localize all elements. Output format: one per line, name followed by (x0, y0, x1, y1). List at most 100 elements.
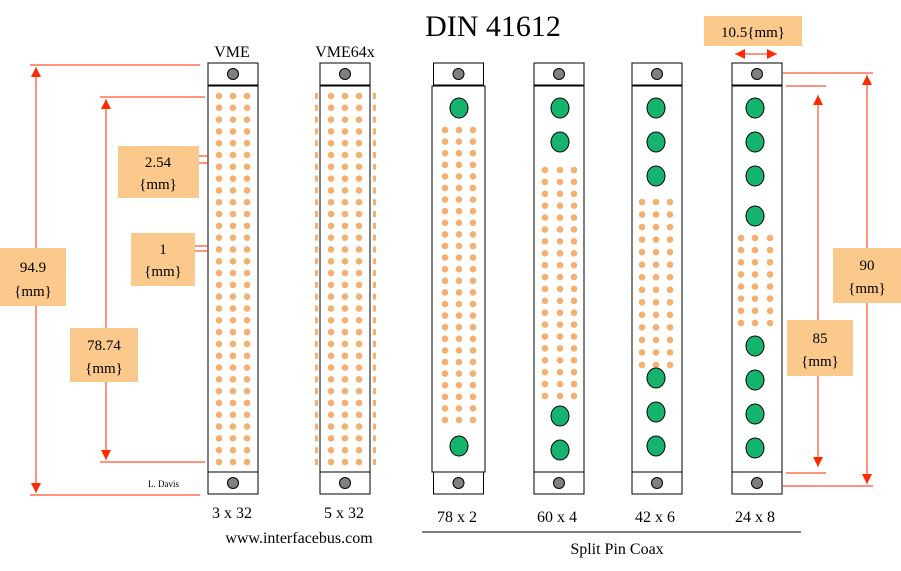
pin (327, 458, 335, 466)
pin (455, 184, 463, 192)
pin (229, 281, 237, 289)
pin (751, 234, 759, 242)
pin (469, 347, 477, 354)
pin (315, 293, 318, 300)
pin (541, 333, 549, 340)
pin (355, 257, 363, 265)
pin (355, 104, 363, 112)
pin (215, 340, 223, 348)
dimension-lines (30, 49, 873, 496)
pin (570, 357, 578, 364)
pin (373, 140, 376, 147)
pin (315, 104, 318, 111)
pin (215, 281, 223, 289)
pin (441, 161, 449, 169)
pin (541, 321, 549, 328)
pin (556, 178, 564, 186)
pin (556, 368, 564, 376)
pin (215, 198, 223, 206)
pin (441, 138, 449, 145)
pin (455, 370, 463, 377)
coax-contact (745, 205, 765, 227)
pin (469, 335, 477, 343)
pin (243, 364, 251, 371)
pin (243, 104, 251, 112)
pin (341, 151, 349, 159)
connector-60x4-pins: 60 x 4 (537, 509, 577, 526)
pin (229, 411, 237, 419)
pin (327, 435, 335, 442)
pin (341, 387, 349, 395)
pin (341, 305, 349, 312)
pin (373, 376, 376, 383)
pin (638, 311, 646, 319)
pin (243, 269, 251, 277)
pin (327, 364, 335, 371)
pin (373, 270, 376, 277)
diagram-title: DIN 41612 (425, 10, 561, 43)
pin (327, 116, 335, 123)
coax-contact (646, 401, 666, 423)
connector-bodies (207, 62, 783, 495)
connector-vme-pins: 3 x 32 (212, 505, 252, 522)
pin (327, 446, 335, 454)
pin (315, 128, 318, 135)
pin (652, 236, 660, 243)
pin (315, 399, 318, 406)
connector-vme-label: VME (214, 44, 250, 61)
pin (469, 219, 477, 227)
pin (570, 166, 578, 174)
pin (541, 285, 549, 293)
pin (315, 258, 318, 265)
pin (229, 328, 237, 336)
pin (215, 423, 223, 430)
pin (652, 299, 660, 306)
pin (315, 376, 318, 383)
pin (341, 198, 349, 206)
pin-row-arrow-down-icon (101, 450, 111, 460)
pin (638, 361, 646, 369)
pin (541, 214, 549, 221)
pin (570, 380, 578, 388)
pin (556, 333, 564, 340)
pin (315, 447, 318, 454)
pin (541, 166, 549, 174)
pin (355, 246, 363, 253)
pin (215, 116, 223, 123)
pin (652, 273, 660, 281)
connector-body (207, 85, 259, 473)
coax-contact (745, 97, 765, 119)
pin (243, 399, 251, 407)
pin (469, 207, 477, 215)
pin (570, 273, 578, 281)
pin (652, 261, 660, 268)
pin (341, 139, 349, 147)
pin (766, 258, 774, 266)
pin (341, 364, 349, 371)
pin (570, 285, 578, 293)
coax-contact (646, 435, 666, 457)
pin (327, 293, 335, 301)
pin (243, 234, 251, 241)
mounting-screw-top-icon (553, 68, 565, 80)
pin (243, 257, 251, 265)
pin (243, 163, 251, 171)
pin (215, 352, 223, 360)
pin (666, 261, 674, 268)
pin (441, 347, 449, 354)
pitch-unit: {mm} (139, 177, 177, 193)
pin (229, 198, 237, 206)
pin (215, 234, 223, 241)
connector-3 (431, 62, 486, 495)
pin (243, 139, 251, 147)
pin (638, 349, 646, 356)
pin-size-value: 1 (159, 242, 167, 258)
pin (341, 328, 349, 336)
pin (469, 184, 477, 192)
pin (315, 246, 318, 253)
pin (327, 246, 335, 253)
pin (455, 173, 463, 180)
pin (638, 211, 646, 218)
pin (570, 392, 578, 400)
pin (469, 381, 477, 389)
